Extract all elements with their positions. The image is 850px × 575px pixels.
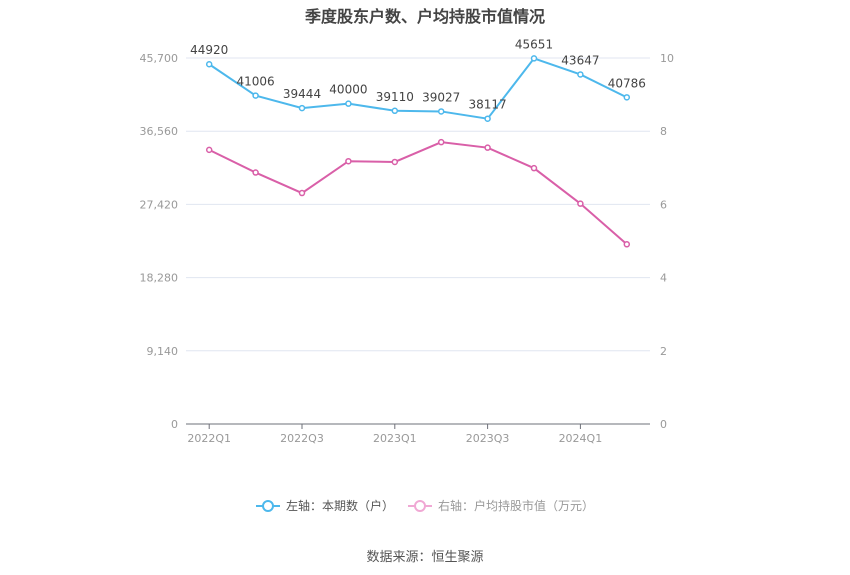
data-point[interactable] (298, 104, 306, 112)
data-point[interactable] (623, 241, 631, 248)
right-axis-tick: 0 (660, 418, 667, 431)
data-point[interactable] (484, 115, 491, 122)
data-point[interactable] (252, 92, 259, 99)
data-source-note: 数据来源：恒生聚源 (366, 550, 484, 565)
right-axis-tick: 8 (660, 125, 667, 138)
data-point[interactable] (345, 100, 352, 107)
data-point[interactable] (577, 71, 584, 78)
data-label: 39110 (376, 90, 414, 104)
line-chart-plot: 0 0 9,140 2 18,280 4 27,420 6 36,560 8 45,700 10 202… (140, 37, 675, 445)
data-point[interactable] (391, 158, 399, 166)
data-point[interactable] (298, 189, 306, 197)
data-point[interactable] (345, 157, 352, 165)
legend-item-shareholders[interactable]: 左轴：本期数（户） (255, 497, 394, 514)
data-point[interactable] (205, 60, 213, 68)
data-point[interactable] (484, 144, 491, 151)
legend-label: 右轴：户均持股市值（万元） (438, 499, 595, 513)
legend-line-circle-icon (255, 499, 280, 513)
series-line-left (208, 57, 628, 120)
right-axis-tick: 4 (660, 272, 667, 285)
data-label: 38117 (469, 98, 507, 112)
data-point[interactable] (437, 138, 445, 146)
left-axis-tick: 45,700 (140, 52, 179, 65)
left-axis-tick: 18,280 (140, 272, 179, 285)
left-axis-tick: 0 (171, 418, 178, 431)
chart-legend: 左轴：本期数（户） 右轴：户均持股市值（万元） (0, 497, 850, 514)
right-axis-tick: 10 (660, 52, 674, 65)
x-axis-label: 2023Q1 (373, 432, 417, 445)
data-label: 45651 (515, 37, 553, 51)
x-axis-label: 2022Q1 (187, 432, 231, 445)
data-point[interactable] (437, 108, 445, 115)
x-axis-label: 2024Q1 (559, 432, 603, 445)
data-label: 39027 (422, 90, 460, 104)
data-point[interactable] (391, 107, 399, 115)
data-label: 43647 (561, 53, 599, 67)
left-axis-tick: 36,560 (140, 125, 179, 138)
x-axis-label: 2022Q3 (280, 432, 324, 445)
left-axis-tick: 9,140 (147, 345, 179, 358)
right-axis-tick: 2 (660, 345, 667, 358)
data-point[interactable] (205, 146, 213, 154)
data-point[interactable] (252, 169, 259, 176)
data-point[interactable] (530, 55, 538, 62)
data-label: 44920 (190, 43, 228, 57)
legend-line-circle-icon (408, 499, 432, 513)
x-axis-label: 2023Q3 (466, 432, 510, 445)
data-label: 39444 (283, 87, 321, 101)
legend-item-avg-holding-value[interactable]: 右轴：户均持股市值（万元） (408, 497, 594, 514)
data-point[interactable] (530, 164, 538, 172)
right-axis-tick: 6 (660, 198, 667, 211)
data-point[interactable] (577, 200, 584, 207)
data-label: 40786 (608, 76, 646, 90)
left-axis-tick: 27,420 (140, 198, 179, 211)
data-label: 41006 (237, 75, 275, 89)
chart-title: 季度股东户数、户均持股市值情况 (304, 7, 545, 26)
data-point[interactable] (623, 94, 631, 101)
legend-label: 左轴：本期数（户） (285, 499, 394, 513)
series-line-right (208, 141, 628, 246)
data-label: 40000 (329, 83, 367, 97)
